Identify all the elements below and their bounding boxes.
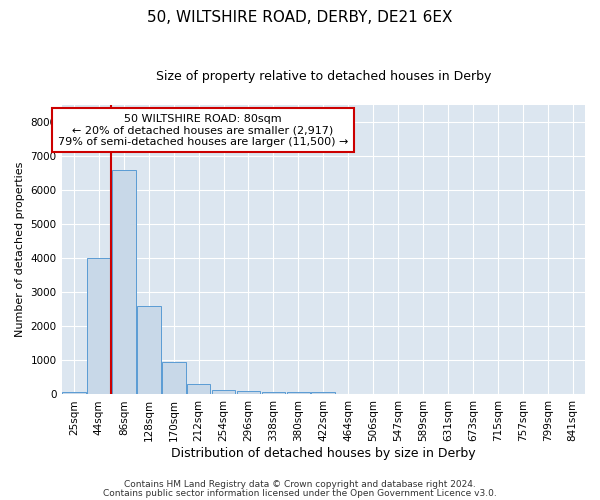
Bar bbox=[212, 390, 235, 394]
Bar bbox=[62, 392, 86, 394]
Title: Size of property relative to detached houses in Derby: Size of property relative to detached ho… bbox=[155, 70, 491, 83]
Bar bbox=[187, 384, 211, 394]
Bar bbox=[162, 362, 185, 394]
Bar bbox=[137, 306, 161, 394]
Bar bbox=[87, 258, 111, 394]
Text: 50, WILTSHIRE ROAD, DERBY, DE21 6EX: 50, WILTSHIRE ROAD, DERBY, DE21 6EX bbox=[147, 10, 453, 25]
Bar bbox=[236, 391, 260, 394]
Text: 50 WILTSHIRE ROAD: 80sqm
← 20% of detached houses are smaller (2,917)
79% of sem: 50 WILTSHIRE ROAD: 80sqm ← 20% of detach… bbox=[58, 114, 348, 147]
Bar bbox=[287, 392, 310, 394]
Text: Contains HM Land Registry data © Crown copyright and database right 2024.: Contains HM Land Registry data © Crown c… bbox=[124, 480, 476, 489]
Text: Contains public sector information licensed under the Open Government Licence v3: Contains public sector information licen… bbox=[103, 489, 497, 498]
Bar bbox=[311, 392, 335, 394]
Y-axis label: Number of detached properties: Number of detached properties bbox=[15, 162, 25, 338]
X-axis label: Distribution of detached houses by size in Derby: Distribution of detached houses by size … bbox=[171, 447, 476, 460]
Bar bbox=[112, 170, 136, 394]
Bar bbox=[262, 392, 285, 394]
